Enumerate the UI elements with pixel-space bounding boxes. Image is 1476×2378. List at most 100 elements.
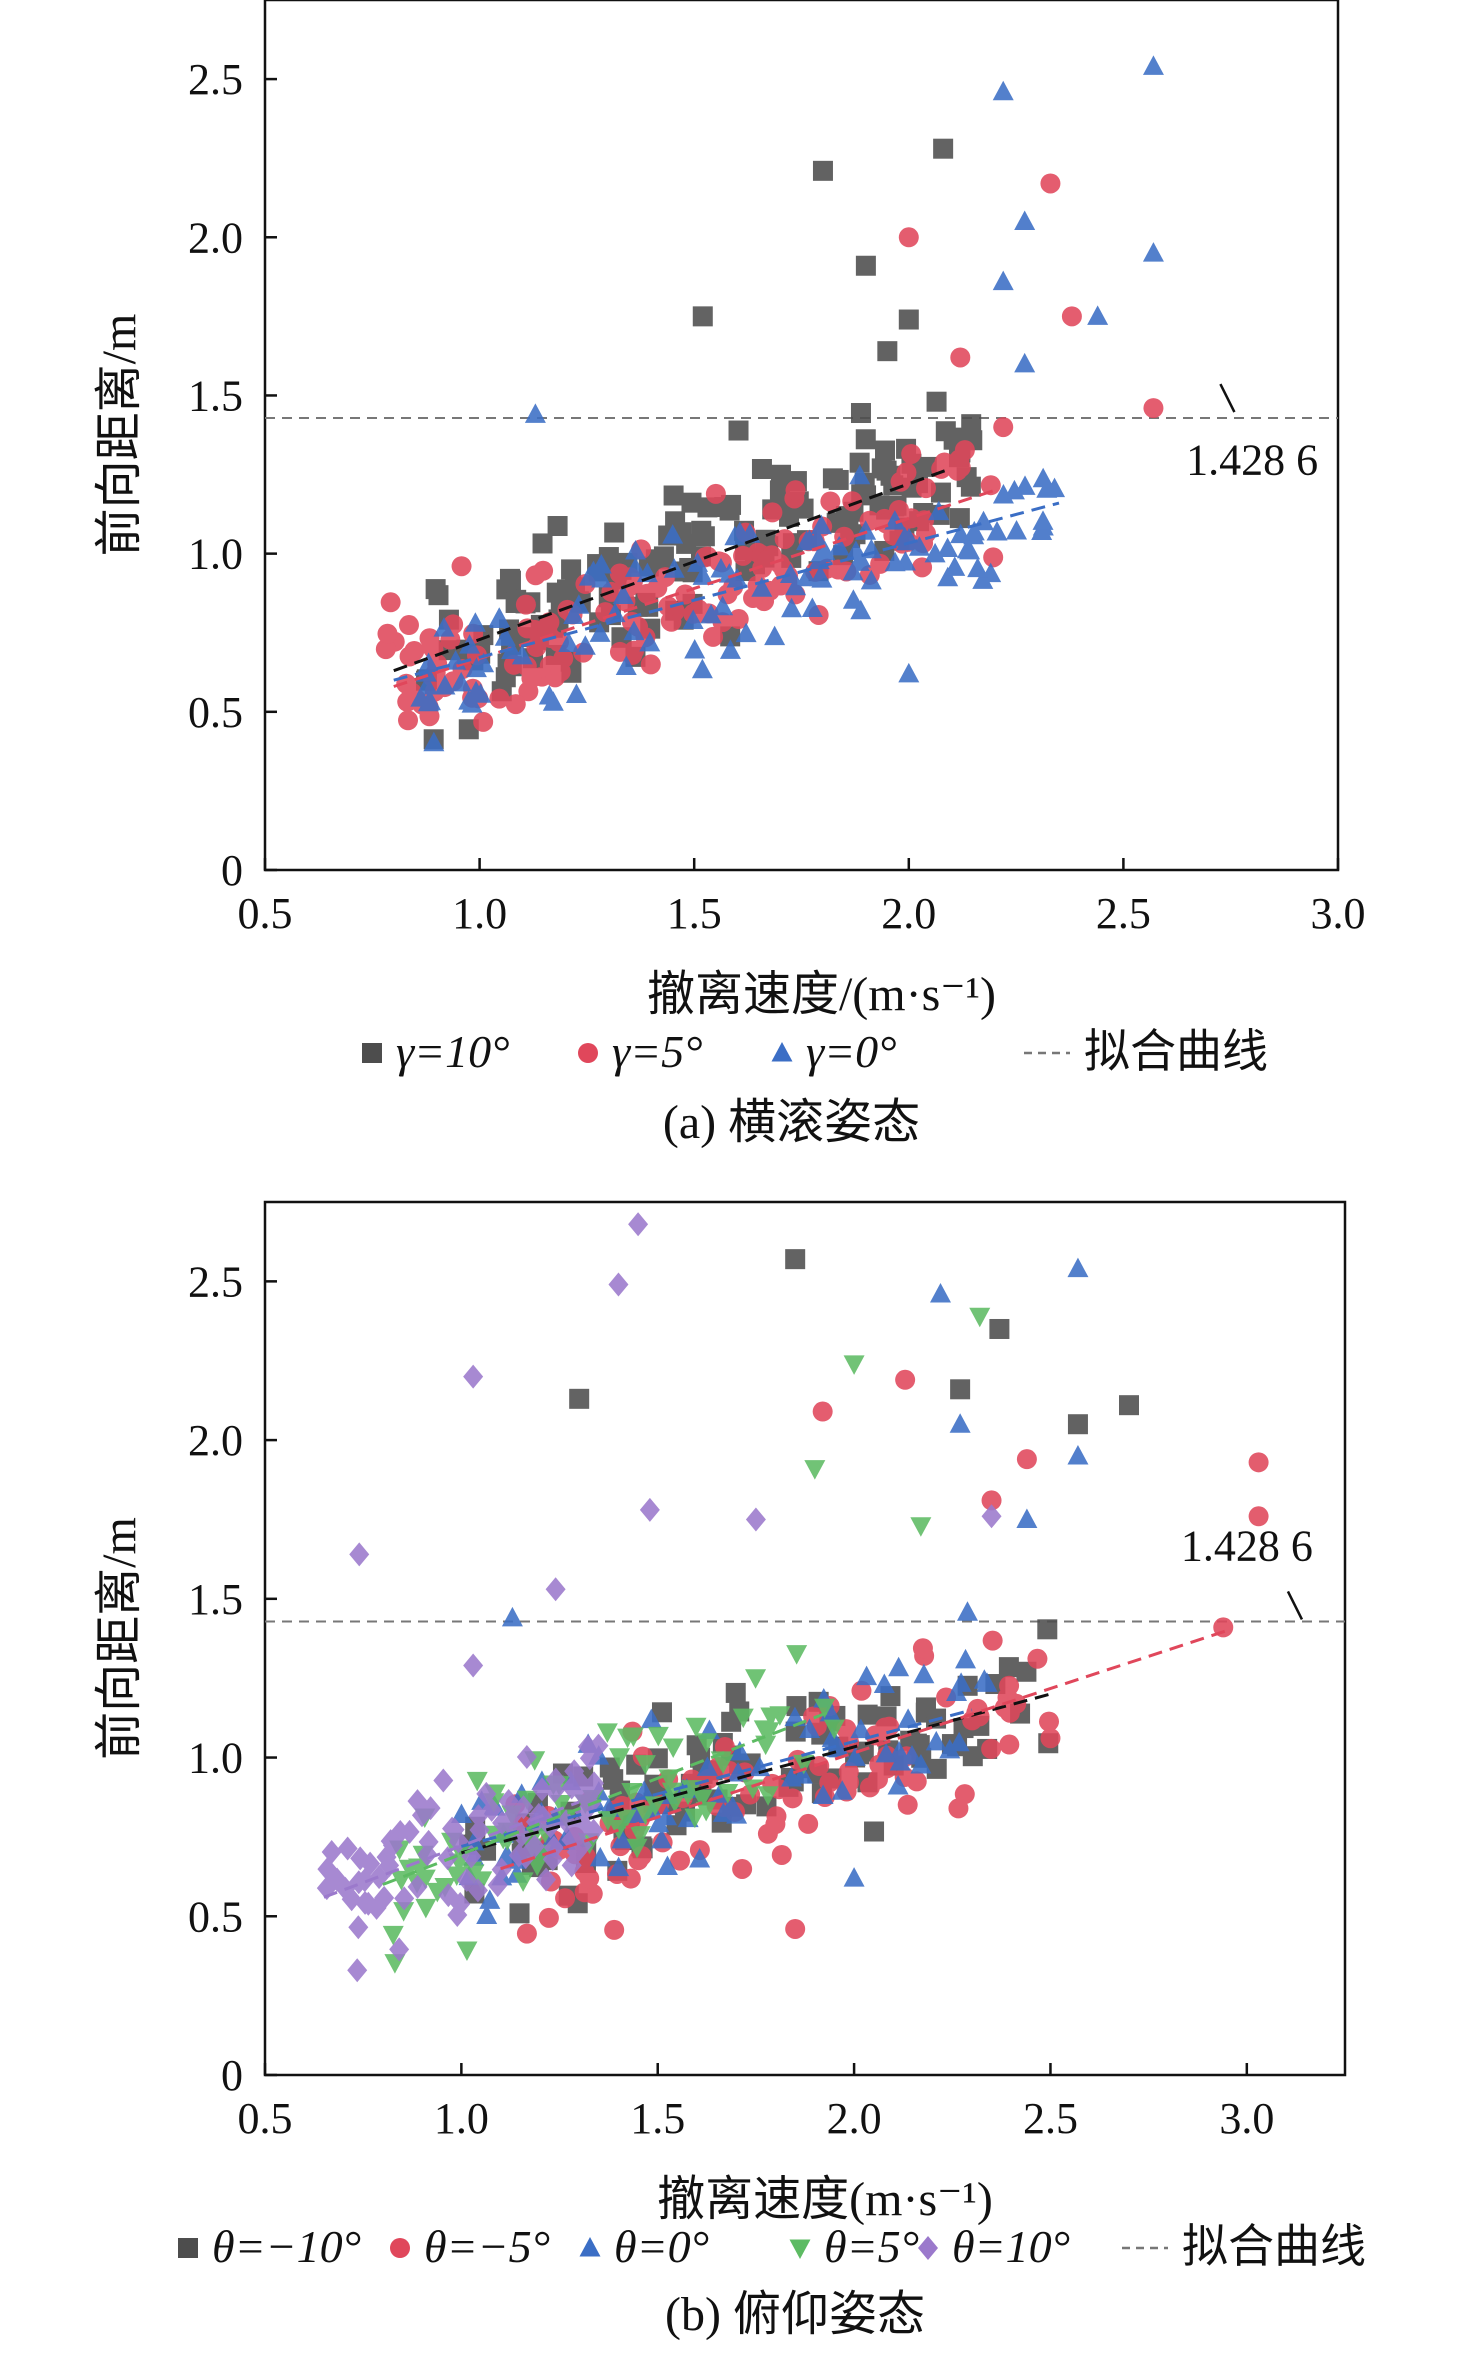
- data-point: [798, 1813, 819, 1834]
- data-point: [726, 568, 748, 588]
- data-point: [463, 1364, 484, 1389]
- data-point: [501, 1804, 522, 1829]
- data-point: [745, 1507, 766, 1532]
- data-point: [1248, 1452, 1269, 1473]
- data-point: [799, 1718, 821, 1739]
- data-point: [394, 1886, 415, 1911]
- data-point: [628, 1212, 649, 1237]
- data-point: [397, 691, 418, 712]
- legend-label: γ=0°: [806, 1026, 897, 1077]
- data-point: [771, 1844, 792, 1865]
- data-point: [703, 626, 724, 647]
- data-point: [849, 452, 870, 473]
- data-point: [662, 1738, 684, 1759]
- data-point: [842, 560, 864, 581]
- data-point: [464, 612, 486, 632]
- data-point: [696, 1733, 718, 1753]
- data-point: [998, 1657, 1019, 1678]
- data-point: [509, 1903, 530, 1924]
- data-point: [724, 525, 746, 546]
- data-point: [1142, 55, 1164, 75]
- data-point: [476, 1904, 498, 1925]
- y-tick-label: 1.0: [188, 1734, 243, 1783]
- data-point: [597, 1811, 619, 1831]
- data-point: [843, 1867, 865, 1887]
- data-point: [579, 1746, 600, 1771]
- data-point: [682, 609, 704, 630]
- data-point: [937, 537, 959, 558]
- data-point: [887, 1775, 909, 1795]
- legend-label: γ=5°: [612, 1026, 703, 1077]
- data-point: [612, 584, 634, 604]
- data-point: [532, 533, 553, 554]
- data-point: [561, 1853, 582, 1878]
- data-point: [812, 160, 833, 181]
- data-point: [898, 227, 919, 248]
- data-point: [967, 557, 989, 578]
- data-point: [981, 1490, 1002, 1511]
- data-point: [888, 1740, 910, 1761]
- data-point: [689, 1848, 711, 1868]
- fit-line: [500, 1629, 1228, 1871]
- data-point: [801, 597, 823, 618]
- data-point: [573, 1813, 594, 1838]
- data-point: [341, 1887, 362, 1912]
- data-point: [851, 1680, 872, 1701]
- data-point: [465, 680, 487, 701]
- data-point: [1003, 479, 1025, 500]
- data-point: [982, 1630, 1003, 1651]
- data-point: [729, 1740, 751, 1761]
- data-point: [550, 661, 571, 682]
- plot-frame: [263, 0, 1340, 872]
- legend-marker: [178, 2238, 198, 2258]
- data-point: [564, 1759, 585, 1784]
- data-point: [423, 731, 445, 752]
- data-point: [521, 668, 542, 689]
- data-point: [545, 1767, 566, 1792]
- data-point: [488, 607, 510, 627]
- y-tick-label: 1.0: [188, 530, 243, 579]
- data-point: [1248, 1506, 1269, 1527]
- data-point: [850, 548, 872, 568]
- data-point: [589, 622, 611, 642]
- chart-panel-1: 0.5 1.0 1.5 2.0 2.5 3.000.51.01.52.02.5撤离速度/(…: [93, 0, 1366, 1149]
- data-point: [579, 1868, 600, 1889]
- legend-marker: [579, 2237, 601, 2257]
- data-point: [611, 1828, 633, 1849]
- data-point: [785, 480, 806, 501]
- x-axis-label: 撤离速度(m·s⁻¹): [657, 2173, 993, 2226]
- legend-marker: [362, 1043, 382, 1063]
- x-tick-label: 2.0: [827, 2094, 882, 2143]
- y-axis-label: 前向距离/m: [93, 1517, 146, 1760]
- data-point: [912, 1638, 933, 1659]
- data-point: [955, 1648, 977, 1669]
- data-point: [561, 559, 582, 580]
- data-point: [785, 575, 807, 596]
- x-tick-label: 3.0: [1311, 889, 1366, 938]
- data-point: [810, 514, 832, 535]
- data-point: [639, 631, 661, 652]
- data-point: [785, 1249, 806, 1270]
- data-point: [389, 1937, 410, 1962]
- x-tick-label: 2.0: [881, 889, 936, 938]
- data-point: [524, 403, 546, 423]
- data-point: [1119, 1395, 1139, 1416]
- data-point: [516, 1744, 537, 1769]
- data-point: [855, 429, 876, 450]
- data-point: [473, 652, 495, 673]
- data-point: [831, 1780, 853, 1800]
- fit-line: [393, 501, 1060, 682]
- data-point: [732, 1858, 753, 1879]
- data-point: [1014, 210, 1036, 230]
- data-point: [691, 658, 713, 679]
- data-point: [421, 636, 442, 657]
- y-tick-label: 2.0: [188, 1416, 243, 1465]
- data-point: [479, 1889, 501, 1909]
- data-point: [1067, 1257, 1089, 1278]
- data-point: [959, 539, 981, 560]
- data-point: [589, 1846, 611, 1867]
- data-point: [804, 1460, 826, 1480]
- y-axis-label: 前向距离/m: [93, 314, 146, 557]
- data-point: [608, 1272, 629, 1297]
- data-point: [349, 1542, 370, 1567]
